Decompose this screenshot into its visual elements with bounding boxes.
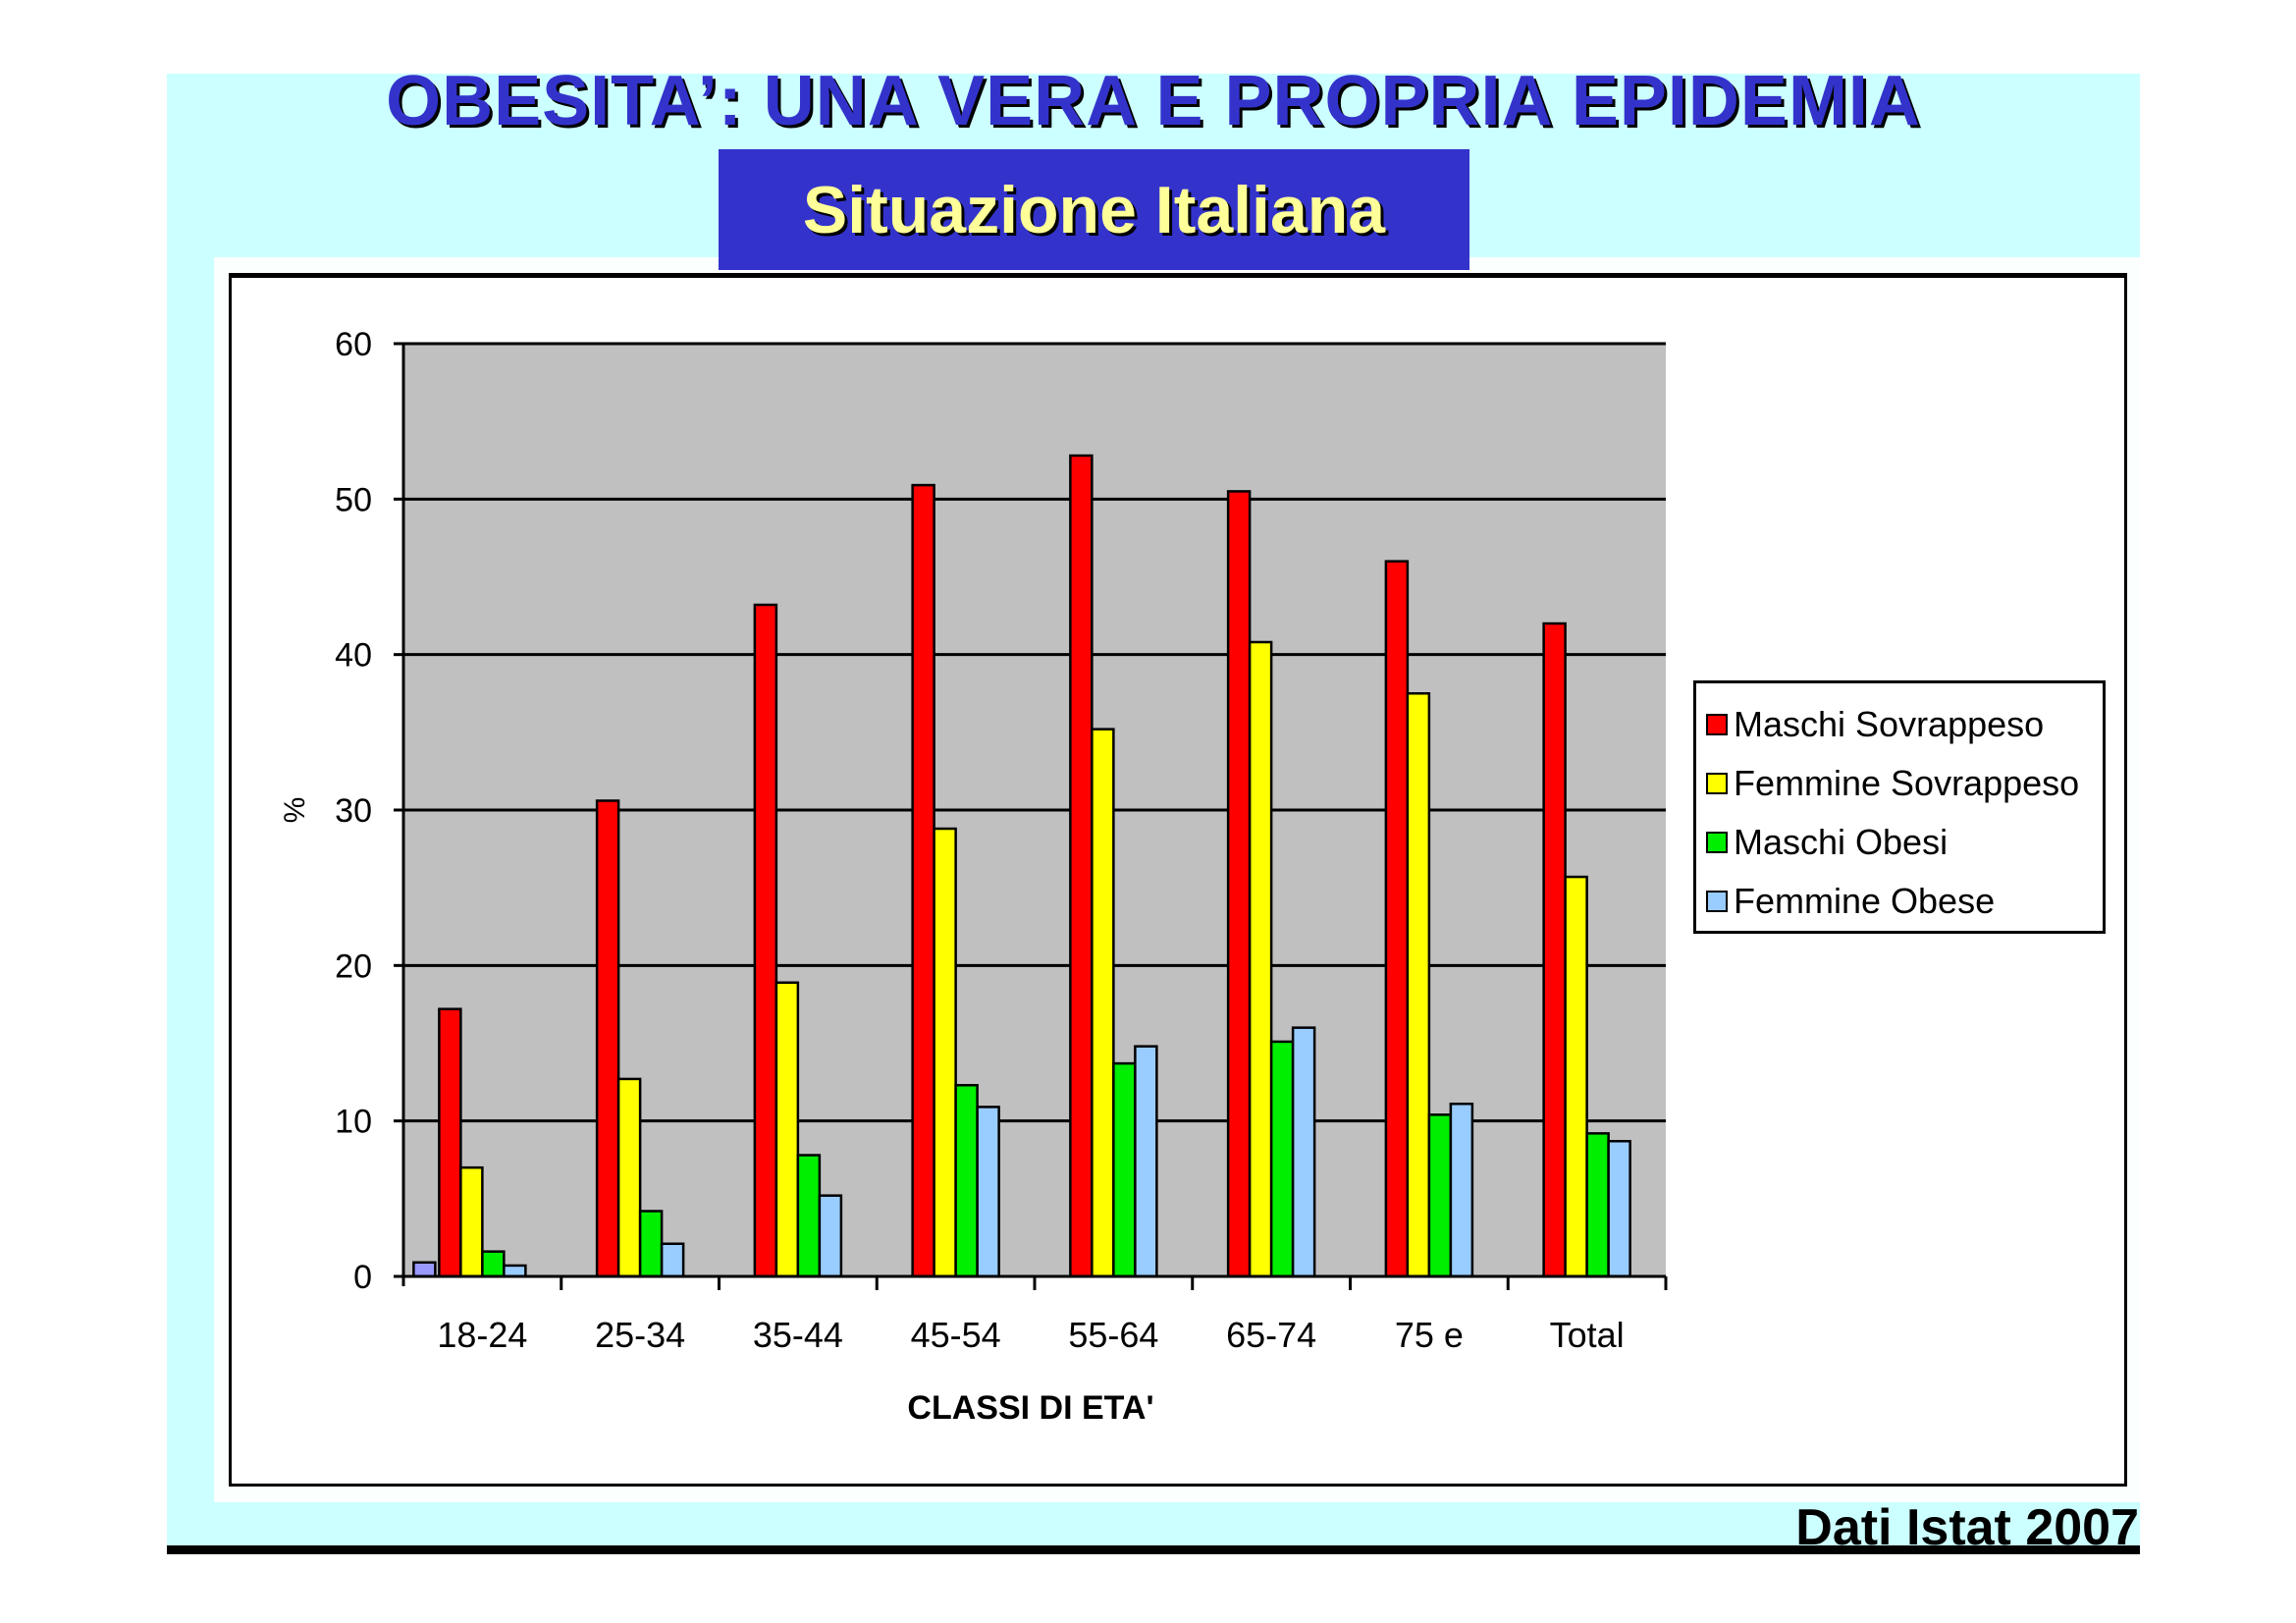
bar-maschi-obesi [1427,1113,1453,1278]
bottom-rule [167,1545,2140,1554]
legend-label: Maschi Sovrappeso [1734,704,2045,744]
x-tick-label: 45-54 [911,1315,1001,1355]
y-tick-label: 0 [353,1259,372,1296]
y-tick-label: 50 [335,481,372,518]
bar-maschi-sovrappeso [1384,560,1410,1278]
bar-maschi-sovrappeso [1069,454,1094,1278]
bar-maschi-sovrappeso [438,1007,462,1278]
bar-femmine-sovrappeso [933,827,957,1278]
y-axis-label: % [279,797,311,824]
legend-label: Maschi Obesi [1734,822,1949,862]
bar-femmine-obese [1607,1140,1631,1278]
bar-maschi-obesi [481,1250,506,1278]
legend-swatch [1706,714,1728,735]
x-tick-label: 55-64 [1068,1315,1158,1355]
legend-swatch [1706,891,1728,912]
bar-maschi-obesi [638,1210,664,1278]
bar-maschi-sovrappeso [1226,490,1252,1278]
y-tick-label: 20 [335,947,372,985]
bar-maschi-sovrappeso [911,483,935,1278]
slide-title: OBESITA’: UNA VERA E PROPRIA EPIDEMIA [386,62,1921,140]
y-tick-label: 60 [335,326,372,363]
bar-femmine-sovrappeso [774,981,800,1278]
bar-femmine-sovrappeso [459,1165,484,1278]
bar-maschi-obesi [954,1084,979,1278]
bar-femmine-obese [1449,1103,1474,1278]
legend-label: Femmine Obese [1734,881,1996,921]
bar-femmine-sovrappeso [1091,728,1115,1278]
legend-item: Femmine Obese [1706,872,2093,931]
bar-femmine-sovrappeso [1248,640,1273,1278]
legend-item: Maschi Obesi [1706,813,2093,872]
bar-maschi-obesi [1112,1061,1137,1278]
x-tick-label: 75 e [1395,1315,1464,1355]
bar-femmine-sovrappeso [1406,692,1431,1278]
x-tick-label: 65-74 [1226,1315,1316,1355]
bar-femmine-obese [660,1242,685,1278]
y-tick-label: 10 [335,1104,372,1141]
x-tick-label: 18-24 [437,1315,527,1355]
y-tick-label: 40 [335,637,372,675]
bar-extra [412,1261,437,1278]
bar-femmine-obese [503,1264,527,1278]
bar-femmine-sovrappeso [1564,875,1588,1278]
x-tick-label: Total [1550,1315,1625,1355]
bar-femmine-obese [976,1106,1000,1278]
legend-swatch [1706,832,1728,853]
bar-maschi-sovrappeso [753,603,778,1278]
legend: Maschi Sovrappeso Femmine Sovrappeso Masch… [1693,680,2106,934]
bar-femmine-sovrappeso [616,1077,642,1278]
bar-femmine-obese [1291,1026,1316,1278]
bar-maschi-sovrappeso [595,799,620,1278]
bar-maschi-obesi [1585,1132,1610,1278]
slide-subtitle: Situazione Italiana [802,172,1386,247]
bar-maschi-obesi [796,1154,822,1278]
bar-maschi-sovrappeso [1542,622,1567,1278]
bar-femmine-obese [818,1194,843,1278]
bar-maschi-obesi [1269,1040,1295,1278]
x-tick-label: 25-34 [595,1315,685,1355]
y-tick-label: 30 [335,792,372,830]
legend-label: Femmine Sovrappeso [1734,763,2080,803]
x-axis-label: CLASSI DI ETA' [907,1389,1153,1427]
legend-item: Femmine Sovrappeso [1706,754,2093,813]
legend-swatch [1706,773,1728,794]
subtitle-box: Situazione Italiana [719,149,1469,270]
legend-item: Maschi Sovrappeso [1706,695,2093,754]
bar-femmine-obese [1134,1045,1158,1278]
x-tick-label: 35-44 [753,1315,843,1355]
